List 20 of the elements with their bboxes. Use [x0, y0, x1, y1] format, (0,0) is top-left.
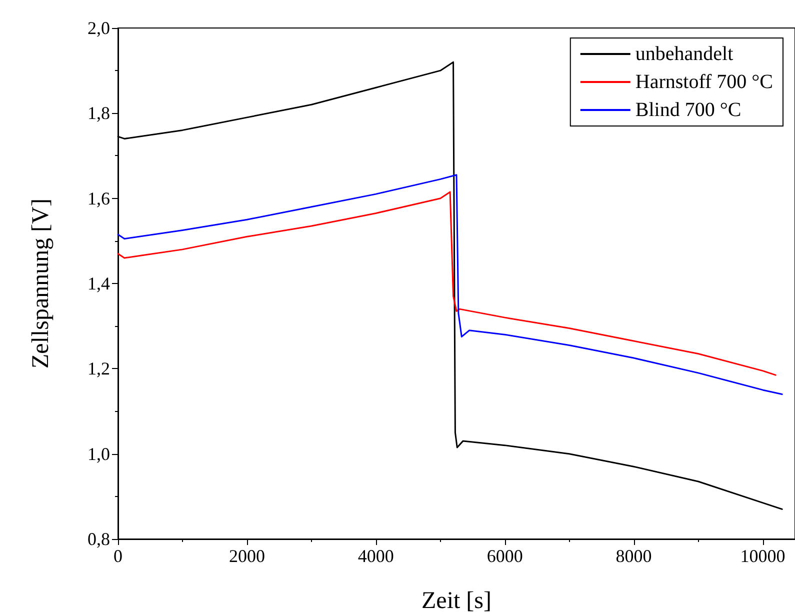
y-axis-title: Zellspannung [V] — [28, 198, 54, 368]
y-tick-label: 1,0 — [88, 444, 110, 464]
y-tick-label: 1,4 — [88, 274, 110, 294]
x-tick-label: 4000 — [358, 546, 394, 566]
x-tick-label: 8000 — [616, 546, 652, 566]
x-axis-title: Zeit [s] — [422, 588, 492, 614]
legend-label: unbehandelt — [635, 43, 734, 65]
x-tick-label: 2000 — [228, 546, 265, 566]
line-series — [117, 174, 783, 395]
y-tick-label: 1,6 — [88, 188, 110, 208]
y-tick-label: 2,0 — [88, 18, 110, 38]
y-tick-label: 1,2 — [88, 358, 110, 379]
x-tick-label: 6000 — [486, 546, 523, 566]
x-tick-label: 10000 — [740, 546, 786, 566]
y-tick-label: 1,8 — [88, 103, 110, 124]
y-tick-label: 0,8 — [88, 529, 110, 549]
legend-label: Harnstoff 700 °C — [635, 71, 774, 93]
line-series — [117, 191, 776, 376]
legend-label: Blind 700 °C — [635, 99, 742, 121]
x-tick-label: 0 — [114, 546, 122, 566]
